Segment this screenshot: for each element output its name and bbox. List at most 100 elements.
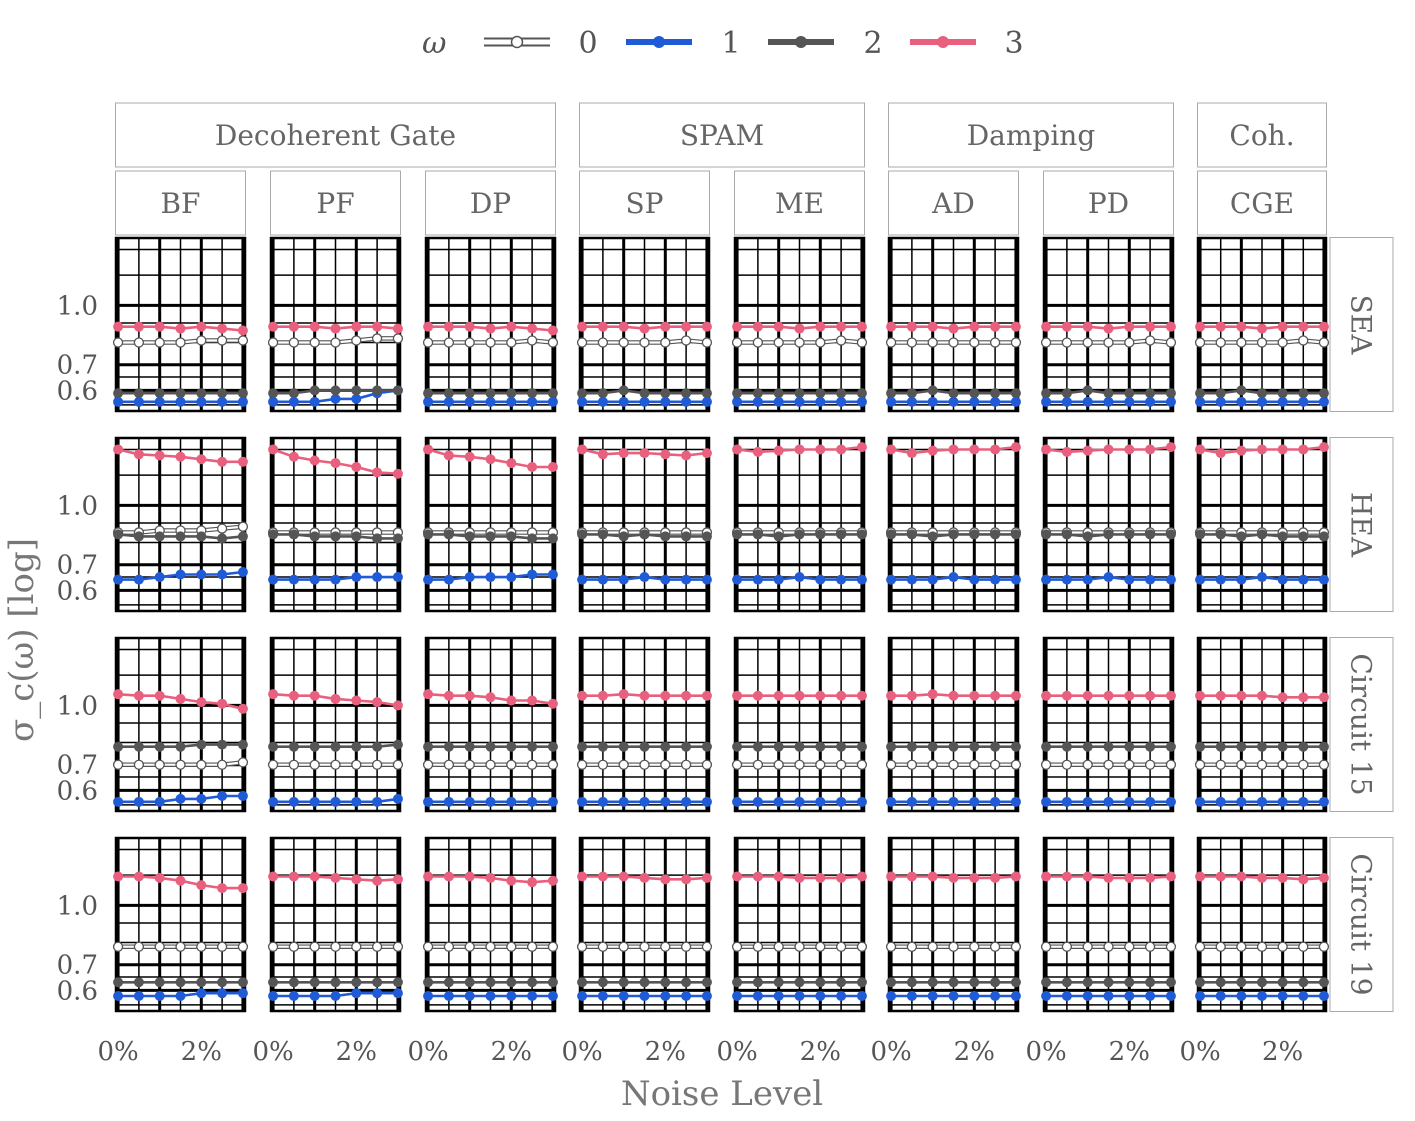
panel-circuit-19-dp xyxy=(422,836,559,1013)
series-0 xyxy=(576,335,713,348)
data-point xyxy=(990,741,1001,752)
series-2 xyxy=(268,977,403,988)
data-point xyxy=(1215,396,1226,407)
data-point xyxy=(112,759,124,770)
data-point xyxy=(133,796,144,807)
data-point xyxy=(443,574,454,585)
data-point xyxy=(485,941,496,952)
data-point xyxy=(1103,337,1114,348)
data-point xyxy=(547,461,558,472)
data-point xyxy=(1082,574,1093,585)
data-point xyxy=(1010,991,1021,1002)
data-point xyxy=(639,991,650,1002)
data-point xyxy=(681,796,692,807)
panel-border xyxy=(269,436,402,613)
data-point xyxy=(547,977,558,988)
data-point xyxy=(1103,529,1114,540)
data-point xyxy=(927,396,938,407)
data-point xyxy=(133,337,145,348)
data-point xyxy=(423,396,434,407)
data-point xyxy=(351,977,362,988)
data-point xyxy=(815,444,826,455)
data-point xyxy=(701,337,713,348)
data-point xyxy=(154,690,165,701)
panel-hea-sp xyxy=(576,436,713,613)
data-point xyxy=(154,741,165,752)
column-strip-box xyxy=(425,170,556,236)
panel-border xyxy=(733,836,866,1013)
data-point xyxy=(885,337,897,348)
data-point xyxy=(268,741,279,752)
data-point xyxy=(1298,396,1309,407)
data-point xyxy=(577,321,588,332)
data-point xyxy=(773,337,784,348)
data-point xyxy=(423,574,434,585)
data-point xyxy=(794,991,805,1002)
data-point xyxy=(1103,796,1114,807)
data-point xyxy=(422,941,434,952)
group-strip-label: Damping xyxy=(967,119,1096,152)
data-point xyxy=(856,759,868,770)
data-point xyxy=(1298,444,1309,455)
data-point xyxy=(1124,941,1135,952)
data-point xyxy=(196,759,207,770)
data-point xyxy=(948,941,959,952)
series-0 xyxy=(885,941,1022,952)
data-point xyxy=(1236,796,1247,807)
data-point xyxy=(1145,388,1156,399)
data-point xyxy=(1103,941,1114,952)
data-point xyxy=(1215,759,1226,770)
panel-border xyxy=(424,636,557,813)
data-point xyxy=(1256,337,1268,348)
data-point xyxy=(969,991,980,1002)
data-point xyxy=(216,759,228,770)
data-point xyxy=(175,396,186,407)
data-point xyxy=(1215,796,1226,807)
data-point xyxy=(464,741,475,752)
data-point xyxy=(506,796,517,807)
data-point xyxy=(1236,871,1247,882)
series-0 xyxy=(1194,941,1330,952)
data-point xyxy=(856,741,867,752)
column-strip-label: AD xyxy=(931,187,975,220)
data-point xyxy=(133,531,144,542)
data-point xyxy=(752,396,763,407)
data-point xyxy=(639,690,650,701)
data-point xyxy=(927,796,938,807)
data-point xyxy=(836,796,847,807)
series-2 xyxy=(1195,385,1329,399)
series-3 xyxy=(1041,442,1176,457)
panel-border xyxy=(578,836,711,1013)
series-3 xyxy=(732,321,867,334)
data-point xyxy=(154,991,165,1002)
data-point xyxy=(217,388,228,399)
series-1 xyxy=(1041,796,1176,807)
data-point xyxy=(1145,444,1156,455)
data-point xyxy=(154,396,165,407)
data-point xyxy=(660,574,671,585)
data-point xyxy=(485,388,496,399)
series-1 xyxy=(577,396,712,407)
data-point xyxy=(113,396,124,407)
data-point xyxy=(196,793,207,804)
data-point xyxy=(990,321,1001,332)
data-point xyxy=(618,991,629,1002)
data-point xyxy=(752,741,763,752)
data-point xyxy=(309,991,320,1002)
series-1 xyxy=(732,396,867,407)
data-point xyxy=(681,396,692,407)
data-point xyxy=(288,759,300,770)
data-point xyxy=(1277,872,1288,883)
data-point xyxy=(990,529,1001,540)
legend-entry-0: 0 xyxy=(484,26,598,61)
x-tick-label: 2% xyxy=(336,1037,377,1067)
data-point xyxy=(175,337,186,348)
panel-border xyxy=(424,836,557,1013)
series-2 xyxy=(1195,529,1329,542)
data-point xyxy=(154,388,165,399)
data-point xyxy=(1165,991,1176,1002)
data-point xyxy=(237,531,248,542)
data-point xyxy=(990,388,1001,399)
series-2 xyxy=(423,741,558,752)
